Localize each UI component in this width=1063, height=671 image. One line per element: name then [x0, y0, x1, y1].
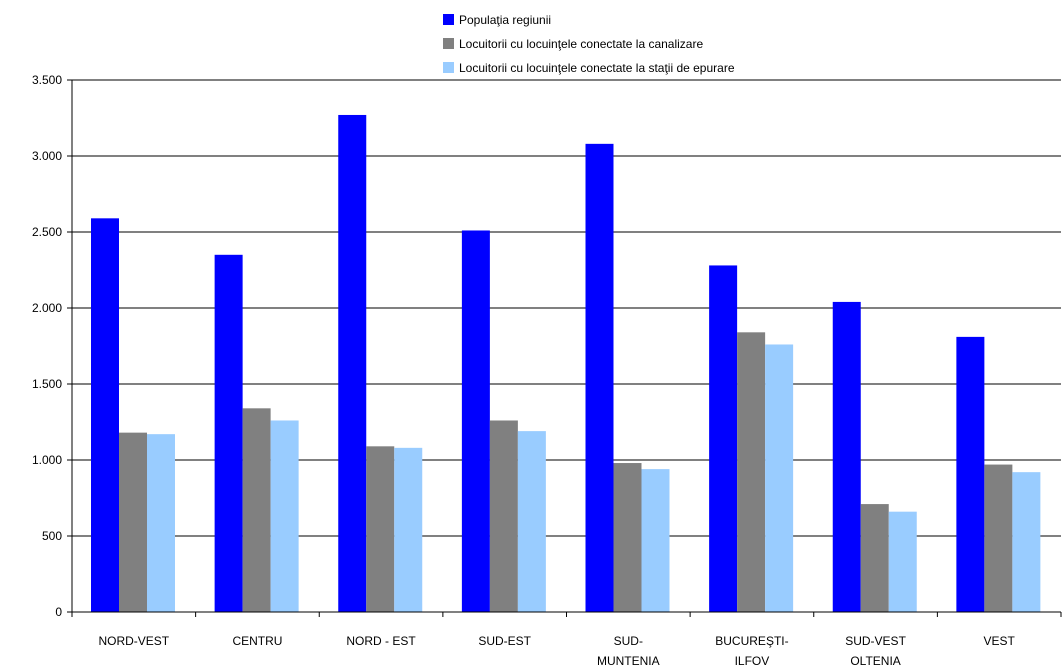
bar-series-3-cat-2: [270, 420, 299, 612]
bar-series-2-cat-3: [366, 446, 395, 612]
legend-swatch-1: [443, 14, 454, 25]
bar-series-1-cat-2: [214, 254, 243, 613]
bar-series-1-cat-4: [461, 230, 490, 613]
bar-series-1-cat-3: [338, 114, 367, 613]
x-tick-label: NORD-VEST: [98, 634, 169, 648]
y-tick-label: 3.000: [32, 149, 62, 163]
bar-series-3-cat-1: [147, 434, 175, 612]
x-tick-label: NORD - EST: [346, 634, 416, 648]
legend-swatch-3: [443, 62, 454, 73]
bar-series-1-cat-7: [832, 301, 861, 612]
x-tick-label: SUD-EST: [478, 634, 531, 648]
bar-series-3-cat-5: [641, 469, 670, 612]
bar-series-2-cat-8: [984, 464, 1013, 612]
bar-series-1-cat-6: [709, 265, 738, 612]
bars: [91, 114, 1041, 613]
legend-label-2: Locuitorii cu locuinţele conectate la ca…: [459, 37, 703, 51]
bar-series-2-cat-4: [489, 420, 518, 612]
y-tick-label: 3.500: [32, 73, 62, 87]
x-tick-label: MUNTENIA: [597, 654, 660, 668]
x-tick-label: ILFOV: [735, 654, 770, 668]
bar-series-2-cat-2: [242, 408, 271, 612]
bar-series-1-cat-5: [585, 143, 614, 612]
bar-series-3-cat-8: [1012, 472, 1041, 612]
x-tick-label: SUD-: [614, 634, 643, 648]
legend-label-3: Locuitorii cu locuinţele conectate la st…: [459, 61, 735, 75]
x-tick-label: VEST: [984, 634, 1016, 648]
y-tick-label: 2.000: [32, 301, 62, 315]
y-tick-label: 1.000: [32, 453, 62, 467]
axes: [67, 79, 1062, 617]
y-tick-label: 500: [42, 529, 62, 543]
bar-series-2-cat-1: [119, 432, 147, 612]
bar-series-3-cat-4: [517, 431, 546, 612]
x-tick-label: OLTENIA: [850, 654, 900, 668]
bar-series-1-cat-8: [956, 336, 985, 612]
bar-series-3-cat-6: [765, 344, 794, 612]
bar-series-2-cat-7: [860, 504, 889, 612]
bar-series-3-cat-7: [888, 511, 917, 612]
bar-series-3-cat-3: [394, 447, 423, 612]
y-tick-label: 0: [55, 605, 62, 619]
bar-series-2-cat-5: [613, 463, 642, 612]
x-tick-label: SUD-VEST: [845, 634, 906, 648]
x-tick-labels: NORD-VEST CENTRU NORD - EST SUD-EST SUD- MUNT…: [98, 634, 1015, 668]
bar-series-2-cat-6: [737, 332, 766, 612]
x-tick-label: BUCUREŞTI-: [715, 634, 788, 648]
legend-swatch-2: [443, 38, 454, 49]
bar-series-1-cat-1: [91, 218, 119, 612]
y-tick-labels: 0 500 1.000 1.500 2.000 2.500 3.000 3.500: [32, 73, 62, 619]
x-tick-label: CENTRU: [232, 634, 282, 648]
y-tick-label: 1.500: [32, 377, 62, 391]
legend: Populaţia regiunii Locuitorii cu locuinţe…: [443, 13, 735, 75]
y-tick-label: 2.500: [32, 225, 62, 239]
legend-label-1: Populaţia regiunii: [459, 13, 551, 27]
